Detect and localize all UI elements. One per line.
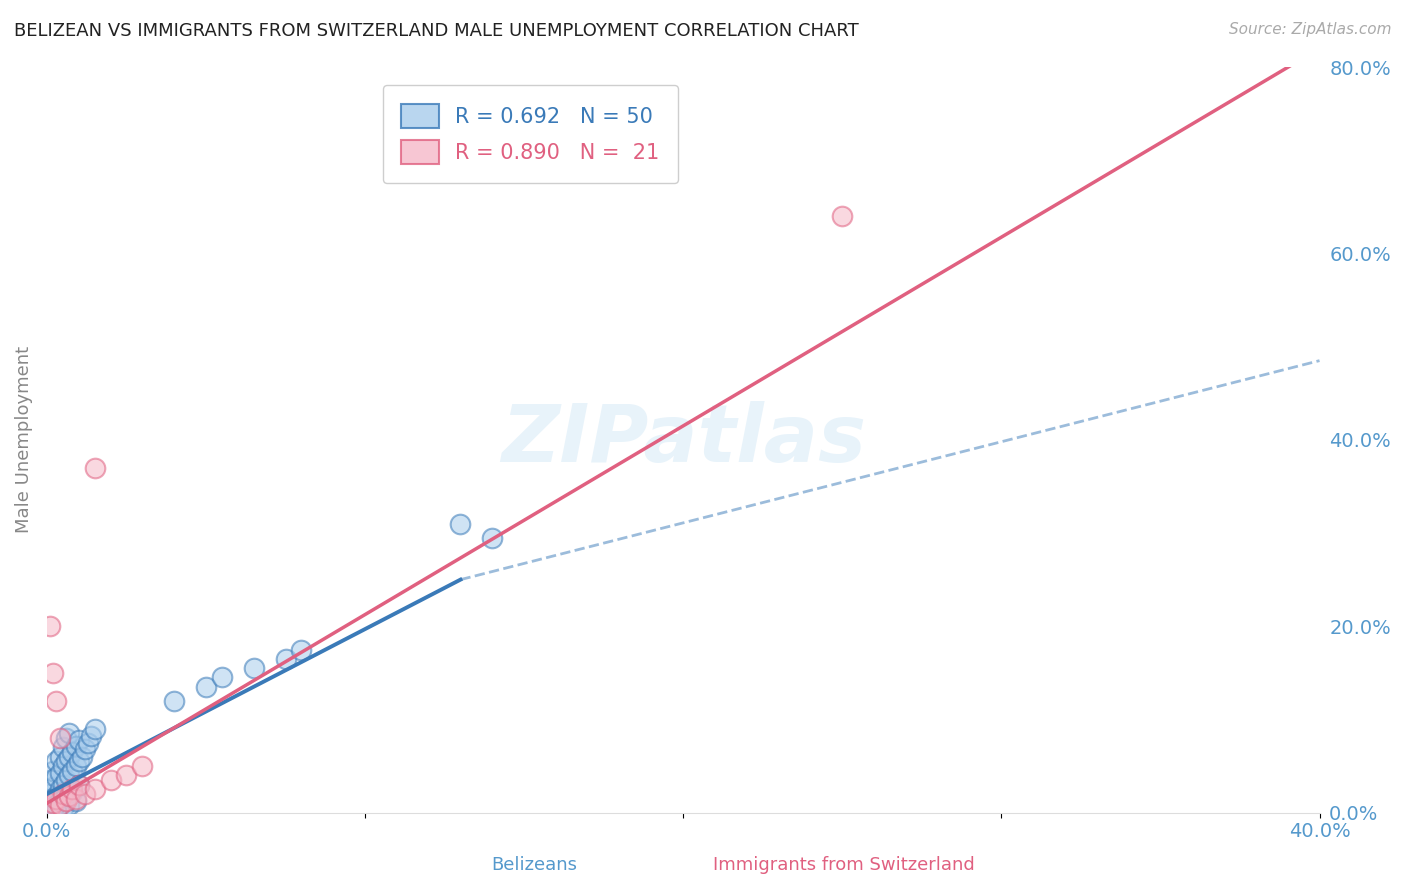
Point <box>39 801 62 815</box>
Point <box>48 794 70 808</box>
Point <box>48 798 70 813</box>
Legend: R = 0.692   N = 50, R = 0.890   N =  21: R = 0.692 N = 50, R = 0.890 N = 21 <box>382 85 679 183</box>
Point <box>67 778 90 792</box>
Point <box>45 770 67 784</box>
Point <box>58 798 80 813</box>
Y-axis label: Male Unemployment: Male Unemployment <box>15 346 32 533</box>
Point <box>39 797 62 811</box>
Point <box>42 764 65 778</box>
Text: ZIPatlas: ZIPatlas <box>501 401 866 479</box>
Point <box>55 794 77 808</box>
Point <box>48 766 70 780</box>
Point <box>70 749 93 764</box>
Point <box>52 787 75 801</box>
Text: Source: ZipAtlas.com: Source: ZipAtlas.com <box>1229 22 1392 37</box>
Point <box>48 782 70 797</box>
Point <box>55 731 77 745</box>
Point <box>58 789 80 803</box>
Point <box>75 742 97 756</box>
Point <box>100 772 122 787</box>
Point <box>45 755 67 769</box>
Point <box>52 778 75 792</box>
Point <box>39 772 62 787</box>
Point <box>831 209 853 223</box>
Point <box>45 804 67 818</box>
Point <box>115 768 138 782</box>
Point <box>194 680 217 694</box>
Point <box>65 794 87 808</box>
Point <box>60 782 83 797</box>
Point <box>67 778 90 792</box>
Point <box>65 739 87 753</box>
Point <box>48 749 70 764</box>
Point <box>450 516 472 531</box>
Point <box>45 791 67 805</box>
Point <box>39 787 62 801</box>
Point <box>45 798 67 813</box>
Point <box>242 661 264 675</box>
Point <box>39 619 62 633</box>
Point <box>274 652 297 666</box>
Point <box>290 642 312 657</box>
Point <box>45 789 67 803</box>
Point <box>131 759 153 773</box>
Point <box>42 801 65 815</box>
Text: Belizeans: Belizeans <box>491 856 578 874</box>
Point <box>58 768 80 782</box>
Point <box>211 671 233 685</box>
Text: Immigrants from Switzerland: Immigrants from Switzerland <box>713 856 974 874</box>
Point <box>83 782 105 797</box>
Point <box>83 460 105 475</box>
Point <box>55 772 77 787</box>
Point <box>65 759 87 773</box>
Point <box>65 791 87 805</box>
Point <box>75 787 97 801</box>
Point <box>55 755 77 769</box>
Point <box>58 749 80 764</box>
Point <box>42 797 65 811</box>
Point <box>42 791 65 805</box>
Point <box>52 740 75 755</box>
Point <box>481 531 503 545</box>
Point <box>67 755 90 769</box>
Point <box>163 694 186 708</box>
Text: BELIZEAN VS IMMIGRANTS FROM SWITZERLAND MALE UNEMPLOYMENT CORRELATION CHART: BELIZEAN VS IMMIGRANTS FROM SWITZERLAND … <box>14 22 859 40</box>
Point <box>67 732 90 747</box>
Point <box>83 722 105 736</box>
Point <box>60 745 83 759</box>
Point <box>42 665 65 680</box>
Point <box>52 801 75 815</box>
Point <box>45 694 67 708</box>
Point <box>48 731 70 745</box>
Point <box>77 736 100 750</box>
Point <box>60 764 83 778</box>
Point <box>58 726 80 740</box>
Point <box>55 789 77 803</box>
Point <box>52 759 75 773</box>
Point <box>80 729 103 743</box>
Point <box>60 785 83 799</box>
Point <box>42 780 65 794</box>
